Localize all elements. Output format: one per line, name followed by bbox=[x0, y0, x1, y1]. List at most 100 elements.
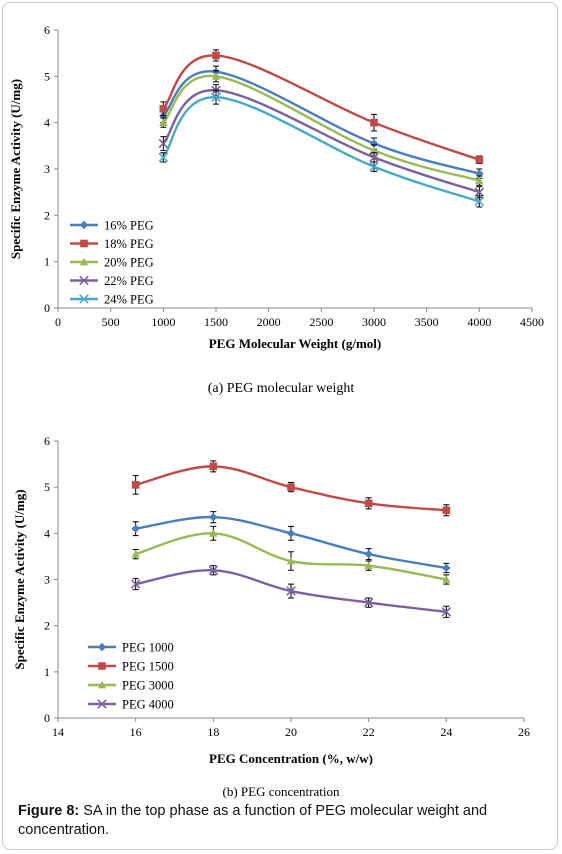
chart-b-data-point bbox=[131, 524, 140, 533]
chart-a-y-tick-label: 5 bbox=[44, 69, 50, 83]
chart-b-legend-label: PEG 4000 bbox=[122, 698, 174, 712]
figure-label: Figure 8: bbox=[18, 803, 80, 819]
chart-a-data-point bbox=[158, 138, 169, 149]
chart-a-caption: (a) PEG molecular weight bbox=[207, 381, 355, 396]
chart-b-caption: (b) PEG concentration bbox=[222, 784, 340, 799]
chart-a-x-tick-label: 2000 bbox=[257, 315, 281, 329]
chart-b-data-point bbox=[442, 563, 451, 573]
chart-a-data-point bbox=[369, 152, 379, 163]
chart-b-x-tick-label: 26 bbox=[518, 725, 530, 739]
chart-b-legend-marker bbox=[97, 642, 107, 652]
chart-b-data-point bbox=[208, 565, 219, 576]
chart-a-x-tick-label: 2500 bbox=[309, 315, 333, 329]
chart-b-y-tick-label: 5 bbox=[44, 480, 50, 494]
chart-a-legend-label: 20% PEG bbox=[104, 256, 154, 270]
chart-b-series-3 bbox=[131, 525, 451, 585]
chart-a-series-3 bbox=[159, 70, 484, 186]
chart-b-data-point bbox=[286, 556, 296, 565]
chart-a-y-tick-label: 1 bbox=[44, 255, 50, 269]
chart-a-legend-label: 18% PEG bbox=[104, 237, 154, 251]
chart-b-x-axis-title: PEG Concentration (%, w/w) bbox=[209, 751, 373, 765]
chart-b-y-tick-label: 0 bbox=[44, 711, 50, 725]
chart-b-legend-label: PEG 1500 bbox=[122, 660, 174, 674]
chart-b-legend-marker bbox=[97, 699, 107, 709]
chart-b-data-point bbox=[286, 529, 296, 538]
chart-b-data-point bbox=[209, 462, 218, 471]
chart-b-data-point bbox=[131, 481, 140, 489]
chart-b-legend-label: PEG 1000 bbox=[122, 641, 174, 655]
chart-b-data-point bbox=[442, 506, 451, 515]
chart-a-y-tick-label: 4 bbox=[44, 116, 50, 130]
figure-caption: Figure 8: SA in the top phase as a funct… bbox=[18, 802, 548, 840]
chart-a-legend-label: 16% PEG bbox=[104, 219, 154, 233]
chart-a-data-point bbox=[369, 139, 379, 148]
chart-b-y-tick-label: 4 bbox=[44, 526, 50, 540]
chart-a-series-4 bbox=[158, 84, 485, 199]
chart-b-data-point bbox=[286, 586, 296, 596]
chart-b-x-tick-label: 16 bbox=[130, 725, 142, 739]
chart-panel-a: 0 1 2 3 4 5 6 0 500 1000 1500 2000 2500 3000 3500 4000 4… bbox=[6, 12, 554, 352]
chart-panel-b: 0 1 2 3 4 5 6 14 16 18 20 22 24 26 PEG Concentration (… bbox=[6, 425, 554, 766]
chart-a-x-tick-label: 3000 bbox=[362, 315, 386, 329]
chart-b-data-point bbox=[364, 561, 373, 570]
chart-a-legend-marker bbox=[80, 239, 88, 248]
chart-a-data-point bbox=[212, 51, 220, 60]
chart-b-data-point bbox=[364, 499, 373, 508]
chart-b-legend-label: PEG 3000 bbox=[122, 679, 174, 693]
chart-a-y-tick-label: 6 bbox=[44, 23, 50, 37]
chart-a-data-point bbox=[158, 152, 169, 163]
chart-a-legend-marker bbox=[79, 294, 89, 304]
chart-a-data-point bbox=[474, 187, 485, 197]
chart-a-x-tick-label: 500 bbox=[102, 315, 120, 329]
chart-b-data-point bbox=[287, 483, 295, 491]
chart-b-data-point bbox=[209, 529, 218, 537]
chart-a-series-line bbox=[162, 74, 480, 182]
chart-b-data-point bbox=[442, 575, 451, 583]
chart-a-series-line bbox=[162, 89, 480, 194]
chart-a-x-tick-label: 1500 bbox=[204, 315, 228, 329]
chart-b-y-tick-label: 1 bbox=[44, 665, 50, 679]
chart-a-x-tick-label: 4000 bbox=[467, 315, 491, 329]
chart-b-x-tick-label: 18 bbox=[207, 725, 219, 739]
chart-a-data-point bbox=[159, 118, 168, 127]
chart-a-legend-label: 24% PEG bbox=[104, 293, 154, 307]
chart-a: 0 1 2 3 4 5 6 0 500 1000 1500 2000 2500 3000 3500 4000 4… bbox=[8, 23, 544, 351]
chart-a-data-point bbox=[475, 155, 484, 164]
chart-a-series-line bbox=[162, 95, 480, 203]
chart-b-data-point bbox=[130, 579, 141, 589]
chart-b-y-tick-label: 3 bbox=[44, 573, 50, 587]
chart-b-data-point bbox=[363, 597, 374, 608]
chart-a-series-line bbox=[162, 54, 480, 161]
chart-a-data-point bbox=[369, 161, 379, 172]
chart-a-legend-marker bbox=[79, 220, 89, 230]
chart-b: 0 1 2 3 4 5 6 14 16 18 20 22 24 26 PEG Concentration (… bbox=[12, 434, 530, 766]
chart-a-y-tick-label: 2 bbox=[44, 208, 50, 222]
chart-b-x-tick-label: 14 bbox=[52, 725, 64, 739]
chart-b-x-tick-label: 22 bbox=[363, 725, 375, 739]
figure-text: SA in the top phase as a function of PEG… bbox=[18, 803, 488, 838]
chart-a-series-5 bbox=[158, 89, 485, 208]
chart-b-y-tick-label: 6 bbox=[44, 434, 50, 448]
chart-a-data-point bbox=[211, 72, 221, 80]
chart-a-data-point bbox=[211, 92, 221, 102]
chart-a-x-tick-label: 3500 bbox=[415, 315, 439, 329]
chart-a-legend-marker bbox=[79, 275, 89, 286]
chart-a-series-2 bbox=[159, 49, 484, 164]
chart-b-x-tick-label: 24 bbox=[440, 725, 452, 739]
chart-b-data-point bbox=[364, 549, 373, 559]
chart-a-legend-label: 22% PEG bbox=[104, 274, 154, 288]
chart-b-data-point bbox=[209, 512, 218, 522]
chart-a-series-line bbox=[162, 70, 480, 175]
chart-a-y-axis-title: Specific Enzyme Activity (U/mg) bbox=[8, 79, 23, 259]
chart-a-series-1 bbox=[159, 65, 484, 179]
chart-a-data-point bbox=[369, 146, 379, 154]
chart-a-y-tick-label: 3 bbox=[44, 162, 50, 176]
chart-b-data-point bbox=[441, 607, 452, 617]
chart-a-x-axis-title: PEG Molecular Weight (g/mol) bbox=[209, 336, 381, 351]
chart-b-y-axis-title: Specific Enzyme Activity (U/mg) bbox=[12, 489, 27, 669]
chart-a-x-tick-label: 1000 bbox=[151, 315, 175, 329]
chart-a-data-point bbox=[475, 176, 484, 184]
chart-b-y-tick-label: 2 bbox=[44, 619, 50, 633]
chart-b-x-tick-label: 20 bbox=[285, 725, 297, 739]
